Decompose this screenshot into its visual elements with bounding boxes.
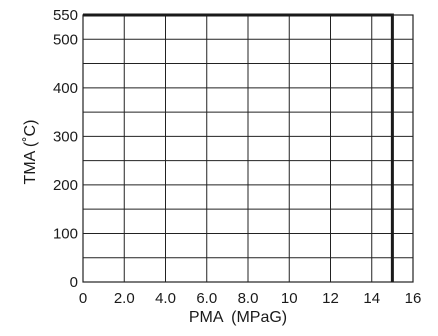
x-tick-label-1: 2.0 xyxy=(114,290,135,307)
axis-titles: PMA (MPaG) TMA (˚C) xyxy=(22,120,287,326)
series-line-0 xyxy=(83,13,394,282)
y-tick-label-0: 0 xyxy=(70,274,78,291)
y-tick-label-1: 100 xyxy=(53,225,78,242)
x-axis-title: PMA (MPaG) xyxy=(189,309,287,326)
x-axis-unit: (MPaG) xyxy=(231,309,287,326)
x-tick-label-4: 8.0 xyxy=(238,290,259,307)
x-tick-label-0: 0 xyxy=(79,290,87,307)
y-tick-label-6: 550 xyxy=(53,7,78,24)
grid xyxy=(82,14,414,283)
x-tick-label-7: 14 xyxy=(363,290,380,307)
x-tick-label-5: 10 xyxy=(281,290,298,307)
y-axis-title: TMA (˚C) xyxy=(22,120,39,185)
x-tick-label-3: 6.0 xyxy=(196,290,217,307)
x-axis-label: PMA xyxy=(189,309,224,326)
y-tick-label-5: 500 xyxy=(53,31,78,48)
y-tick-label-3: 300 xyxy=(53,128,78,145)
x-tick-label-8: 16 xyxy=(405,290,422,307)
y-tick-label-4: 400 xyxy=(53,80,78,97)
y-tick-label-2: 200 xyxy=(53,177,78,194)
series-layer xyxy=(83,13,394,282)
x-tick-label-2: 4.0 xyxy=(155,290,176,307)
x-tick-label-6: 12 xyxy=(322,290,339,307)
tick-labels: 0 2.0 4.0 6.0 8.0 10 12 14 16 0 100 200 300 400 500 550 xyxy=(53,7,421,307)
